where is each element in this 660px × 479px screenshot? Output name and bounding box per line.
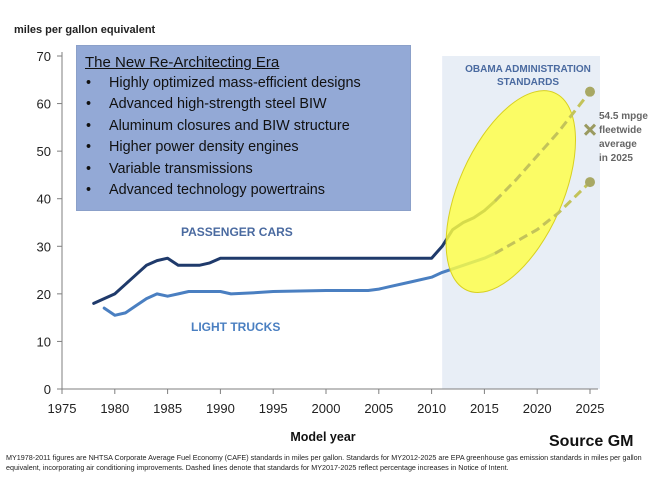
x-tick-label: 2020 [523,401,552,416]
y-tick-label: 0 [44,382,51,397]
x-tick-label: 2010 [417,401,446,416]
textbox-list: Highly optimized mass-efficient designs … [85,73,402,202]
textbox-item: Variable transmissions [85,159,402,181]
passenger-cars-line [92,199,497,305]
textbox-title: The New Re-Architecting Era [85,54,280,71]
light-trucks-end-point [585,177,595,188]
x-tick-label: 1985 [153,401,182,416]
x-tick-label: 2015 [470,401,499,416]
x-tick-label: 1975 [48,401,77,416]
y-tick-label: 50 [37,144,51,159]
fleetwide-label: average [599,139,637,150]
textbox-item: Highly optimized mass-efficient designs [85,73,402,95]
textbox-item: Advanced technology powertrains [85,180,402,202]
footnote: MY1978-2011 figures are NHTSA Corporate … [6,453,642,472]
marker-stroke [583,123,597,136]
standards-region-label: OBAMA ADMINISTRATION [465,64,591,75]
light-trucks-projection-line [494,181,592,255]
x-tick-label: 1990 [206,401,235,416]
x-tick-label: 1995 [259,401,288,416]
fleetwide-label: in 2025 [599,153,633,164]
standards-region-label: STANDARDS [497,77,559,88]
series-label-light-trucks: LIGHT TRUCKS [191,320,280,334]
textbox-item: Advanced high-strength steel BIW [85,94,402,116]
fleetwide-label: 54.5 mpge [599,111,648,122]
fleetwide-marker [583,123,597,136]
x-tick-label: 2000 [312,401,341,416]
y-tick-label: 20 [37,287,51,302]
passenger-cars-projection-line [493,90,592,203]
y-axis-title: miles per gallon equivalent [14,24,156,36]
textbox-item: Aluminum closures and BIW structure [85,116,402,138]
light-trucks-line [102,251,497,317]
passenger-cars-end-point [585,86,595,97]
y-tick-label: 10 [37,334,51,349]
y-tick-label: 60 [37,97,51,112]
y-tick-label: 30 [37,239,51,254]
y-tick-label: 70 [37,49,51,64]
x-tick-label: 1980 [100,401,129,416]
y-tick-label: 40 [37,192,51,207]
fleetwide-label: fleetwide [599,125,642,136]
textbox-item: Higher power density engines [85,137,402,159]
x-tick-label: 2025 [576,401,605,416]
x-axis-title: Model year [290,430,355,444]
era-textbox: The New Re-Architecting Era Highly optim… [76,45,411,211]
series-label-passenger-cars: PASSENGER CARS [181,225,293,239]
x-tick-label: 2005 [364,401,393,416]
source-label: Source GM [549,433,634,450]
